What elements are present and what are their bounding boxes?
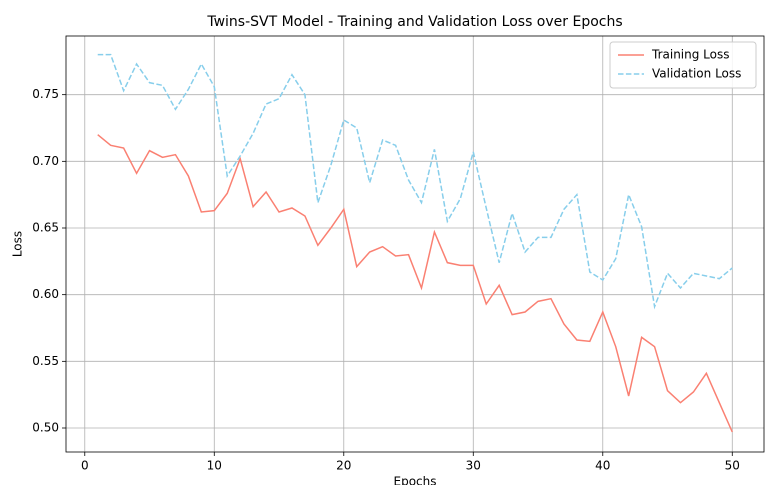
legend-label: Training Loss bbox=[651, 48, 729, 62]
y-tick-label: 0.60 bbox=[32, 287, 59, 301]
x-tick-label: 10 bbox=[207, 459, 222, 473]
y-tick-label: 0.75 bbox=[32, 87, 59, 101]
y-tick-label: 0.65 bbox=[32, 221, 59, 235]
plot-frame bbox=[65, 35, 765, 453]
legend: Training Loss Validation Loss bbox=[609, 41, 757, 89]
x-tick-label: 0 bbox=[81, 459, 89, 473]
x-tick-label: 40 bbox=[595, 459, 610, 473]
chart-title: Twins-SVT Model - Training and Validatio… bbox=[206, 14, 622, 30]
y-tick-label: 0.55 bbox=[32, 354, 59, 368]
y-axis-label: Loss bbox=[11, 231, 25, 257]
x-tick-label: 20 bbox=[336, 459, 351, 473]
y-tick-label: 0.50 bbox=[32, 421, 59, 435]
grid bbox=[66, 36, 764, 452]
x-tick-label: 30 bbox=[466, 459, 481, 473]
x-axis-label: Epochs bbox=[394, 475, 437, 485]
legend-label: Validation Loss bbox=[652, 67, 741, 81]
y-tick-label: 0.70 bbox=[32, 154, 59, 168]
x-tick-label: 50 bbox=[725, 459, 740, 473]
line-series bbox=[97, 134, 733, 433]
line-series bbox=[97, 53, 733, 310]
legend-box bbox=[609, 41, 757, 89]
